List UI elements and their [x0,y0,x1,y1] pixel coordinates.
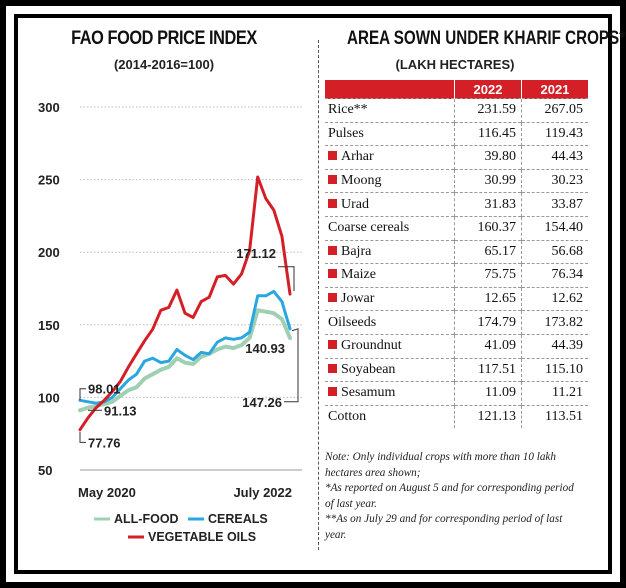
value-2021: 119.43 [521,121,588,146]
crop-name: Urad [325,192,455,217]
value-2022: 65.17 [454,239,522,264]
value-2021: 56.68 [521,239,588,264]
value-2021: 44.43 [521,145,588,170]
crop-label: Soyabean [341,361,396,377]
table-row: Cotton 121.13 113.51 [325,404,588,429]
note-asterisk: *As reported on August 5 and for corresp… [325,482,574,510]
crop-name: Sesamum [325,381,455,406]
crop-name: Maize [325,263,455,288]
table-row: Groundnut 41.09 44.39 [325,333,588,359]
value-2022: 117.51 [454,357,522,382]
bullet-square-icon [328,387,337,397]
table-row: Jowar 12.65 12.62 [325,286,588,311]
value-2021: 154.40 [521,215,588,241]
value-2022: 41.09 [454,333,522,359]
kharif-crops-table: 2022 2021 Rice** 231.59 267.05 Pulses 116.45… [325,80,588,429]
value-2021: 173.82 [521,310,588,335]
crop-name: Oilseeds [325,310,455,335]
chart-title: FAO FOOD PRICE INDEX [71,28,257,49]
value-2022: 31.83 [454,192,522,217]
header-crop [325,80,455,99]
note-general: Note: Only individual crops with more th… [325,451,556,479]
table-row: Sesamum 11.09 11.21 [325,381,588,406]
table-subtitle: (LAKH HECTARES) [395,57,515,72]
crop-label: Pulses [328,125,364,141]
crop-name: Pulses [325,121,455,146]
value-2022: 231.59 [454,98,522,123]
crop-label: Bajra [341,243,372,259]
bullet-square-icon [328,245,337,255]
crop-name: Cotton [325,404,455,429]
crop-label: Jowar [341,291,375,307]
crop-label: Arhar [341,149,374,165]
crop-label: Maize [341,267,376,283]
value-2022: 160.37 [454,215,522,241]
value-2022: 174.79 [454,310,522,335]
value-2021: 113.51 [521,404,588,429]
header-2021: 2021 [521,80,588,99]
crop-name: Coarse cereals [325,215,455,241]
crop-name: Jowar [325,286,455,311]
value-2022: 30.99 [454,168,522,193]
bullet-square-icon [328,198,337,208]
bullet-square-icon [328,363,337,373]
value-2022: 116.45 [454,121,522,146]
note-double-asterisk: **As on July 29 and for corresponding pe… [325,513,563,541]
table-row: Coarse cereals 160.37 154.40 [325,215,588,241]
crop-name: Bajra [325,239,455,264]
value-2022: 11.09 [454,381,522,406]
table-row: Arhar 39.80 44.43 [325,145,588,170]
value-2021: 267.05 [521,98,588,123]
table-row: Pulses 116.45 119.43 [325,121,588,146]
value-2021: 30.23 [521,168,588,193]
crop-name: Arhar [325,145,455,170]
value-2022: 121.13 [454,404,522,429]
value-2021: 33.87 [521,192,588,217]
value-2022: 75.75 [454,263,522,288]
chart-subtitle: (2014-2016=100) [113,57,215,72]
table-row: Bajra 65.17 56.68 [325,239,588,264]
crop-label: Coarse cereals [328,220,410,236]
value-2022: 12.65 [454,286,522,311]
table-row: Oilseeds 174.79 173.82 [325,310,588,335]
table-row: Maize 75.75 76.34 [325,263,588,288]
crop-label: Urad [341,196,369,212]
value-2021: 44.39 [521,333,588,359]
bullet-square-icon [328,175,337,185]
bullet-square-icon [328,269,337,279]
crop-label: Groundnut [341,338,402,354]
header-2022: 2022 [454,80,522,99]
bullet-square-icon [328,151,337,161]
bullet-square-icon [328,293,337,303]
crop-label: Cotton [328,409,367,425]
crop-label: Sesamum [341,385,396,401]
table-row: Urad 31.83 33.87 [325,192,588,217]
table-row: Soyabean 117.51 115.10 [325,357,588,382]
table-row: Moong 30.99 30.23 [325,168,588,193]
panel-divider [318,40,319,550]
table-title: AREA SOWN UNDER KHARIF CROPS* [347,28,626,49]
crop-label: Moong [341,173,382,189]
crop-label: Rice** [328,102,368,118]
crop-name: Soyabean [325,357,455,382]
value-2021: 11.21 [521,381,588,406]
crop-label: Oilseeds [328,314,377,330]
value-2021: 12.62 [521,286,588,311]
crop-name: Groundnut [325,333,455,359]
bullet-square-icon [328,340,337,350]
table-header-row: 2022 2021 [325,80,588,99]
crop-name: Moong [325,168,455,193]
value-2021: 115.10 [521,357,588,382]
table-notes: Note: Only individual crops with more th… [325,450,585,543]
table-row: Rice** 231.59 267.05 [325,98,588,123]
value-2022: 39.80 [454,145,522,170]
crop-name: Rice** [325,98,455,123]
value-2021: 76.34 [521,263,588,288]
